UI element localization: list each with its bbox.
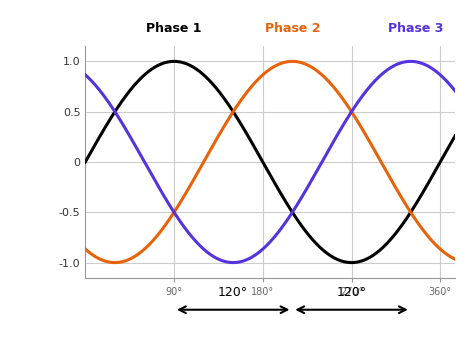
Text: Phase 3: Phase 3 (388, 22, 443, 35)
Text: Phase 2: Phase 2 (264, 22, 320, 35)
Text: 120°: 120° (337, 286, 366, 299)
Text: Phase 1: Phase 1 (146, 22, 202, 35)
Text: 120°: 120° (218, 286, 248, 299)
